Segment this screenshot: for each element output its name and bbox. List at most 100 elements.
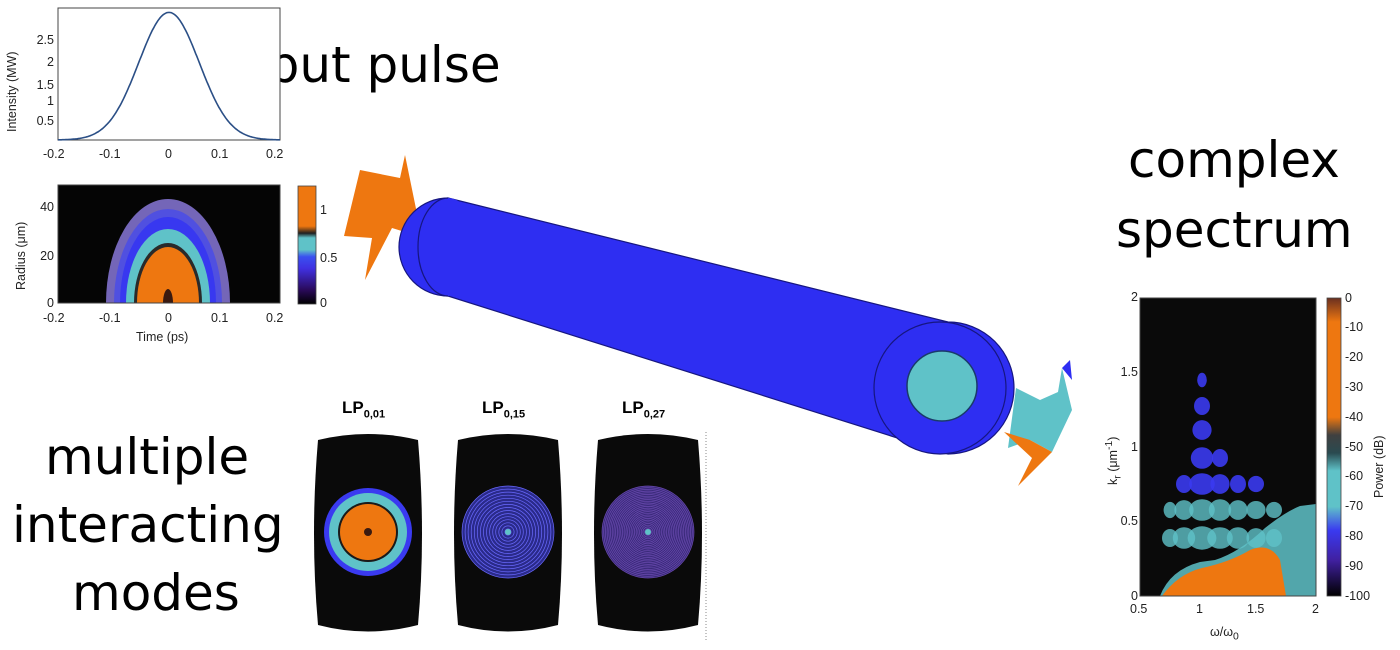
input-arrow xyxy=(344,155,422,280)
mode-ring xyxy=(470,494,546,570)
pulse-xtick: 0.2 xyxy=(266,147,284,161)
spectrum-cbar-tick: -80 xyxy=(1345,529,1364,543)
spectrum-label-line2: spectrum xyxy=(1116,201,1353,259)
spectrum-lobe xyxy=(1208,499,1232,521)
pulse-plot: Intensity (MW) 2.5 2 1.5 1 0.5 -0.2 -0.1… xyxy=(0,0,300,170)
mode-panel-3 xyxy=(594,434,702,632)
mode-ring xyxy=(467,491,549,573)
mode-ring xyxy=(480,504,536,560)
spectrum-lobe xyxy=(1266,501,1282,519)
mode-ring xyxy=(630,514,666,550)
mode-ring xyxy=(632,516,664,548)
spectrum-cbar-tick: -90 xyxy=(1345,559,1364,573)
spectrum-xtick: 1.5 xyxy=(1247,602,1265,616)
modes-label-line2: interacting xyxy=(12,496,284,554)
mode-ring xyxy=(486,510,530,554)
fiber-body xyxy=(398,197,1015,455)
spectrum-lobe xyxy=(1212,449,1228,467)
spectrum-lobe xyxy=(1190,447,1214,469)
mode-ring xyxy=(492,516,524,548)
mode-ring xyxy=(620,504,676,560)
radius-plot: Radius (μm) 40 20 0 -0.2 -0.1 0 0.1 0.2 … xyxy=(0,180,340,350)
radius-cbar-tick: 0 xyxy=(320,296,327,310)
spectrum-cbar-tick: -50 xyxy=(1345,440,1364,454)
spectrum-lobe xyxy=(1197,372,1207,388)
fiber-start-cap xyxy=(418,198,478,296)
mode-title-2: LP0,15 xyxy=(482,398,526,421)
spectrum-lobe xyxy=(1176,475,1192,493)
spectrum-cbar-label: Power (dB) xyxy=(1372,435,1386,498)
radius-xlabel: Time (ps) xyxy=(136,330,189,344)
mode-ring xyxy=(644,528,652,536)
mode-ring xyxy=(625,509,671,555)
mode-ring xyxy=(473,497,543,567)
spectrum-xtick: 0.5 xyxy=(1130,602,1148,616)
output-arrow-orange xyxy=(1004,432,1052,486)
mode-ring xyxy=(605,489,691,575)
pulse-ytick: 0.5 xyxy=(36,114,54,128)
spectrum-lobe xyxy=(1163,501,1177,519)
mode-ring xyxy=(504,528,512,536)
pulse-ytick: 1.5 xyxy=(36,78,54,92)
spectrum-label-line1: complex xyxy=(1128,131,1340,189)
spectrum-lobe xyxy=(1248,475,1264,493)
output-arrow-tip xyxy=(1062,360,1072,380)
spectrum-cbar-tick: -100 xyxy=(1345,589,1371,603)
mode-center-spot xyxy=(505,529,511,535)
pulse-xtick: 0.1 xyxy=(211,147,229,161)
mode-ring xyxy=(603,487,693,577)
mode-center-spot xyxy=(645,529,651,535)
mode-ring xyxy=(611,495,685,569)
spectrum-cbar-tick: -70 xyxy=(1345,499,1364,513)
pulse-xtick: -0.2 xyxy=(43,147,65,161)
output-arrow-cyan xyxy=(1008,368,1072,452)
mode-ring xyxy=(610,494,686,570)
spectrum-lobe xyxy=(1189,499,1215,521)
pulse-xtick: -0.1 xyxy=(99,147,121,161)
spectrum-ytick: 1 xyxy=(1131,440,1138,454)
mode-ring xyxy=(642,526,654,538)
pulse-ytick: 1 xyxy=(47,94,54,108)
mode-ring xyxy=(623,507,673,557)
mode-ring xyxy=(634,518,662,546)
mode-ring xyxy=(622,506,674,558)
mode-ring xyxy=(615,499,681,565)
modes-label-line3: modes xyxy=(72,564,240,622)
mode-panel-2 xyxy=(454,434,562,632)
spectrum-plot: 2 1.5 1 0.5 0 0.5 1 1.5 2 ω/ω0 kr (μm-1)… xyxy=(1090,280,1400,649)
spectrum-lobe xyxy=(1228,500,1248,520)
mode-ring xyxy=(613,497,683,567)
radius-ytick: 20 xyxy=(40,249,54,263)
mode-ring xyxy=(637,521,659,543)
mode-title-1: LP0,01 xyxy=(342,398,386,421)
mode-ring xyxy=(628,512,668,552)
spectrum-lobe xyxy=(1189,473,1215,495)
mode-ring xyxy=(501,525,515,539)
spectrum-ytick: 0.5 xyxy=(1120,514,1138,528)
spectrum-xtick: 2 xyxy=(1312,602,1319,616)
radius-xtick: -0.1 xyxy=(99,311,121,325)
spectrum-lobe xyxy=(1194,397,1210,415)
spectrum-ytick: 1.5 xyxy=(1120,365,1138,379)
spectrum-lobe xyxy=(1246,501,1266,519)
radius-cbar-tick: 0.5 xyxy=(320,251,338,265)
radius-xtick: 0.2 xyxy=(266,311,284,325)
pulse-ytick: 2.5 xyxy=(36,33,54,47)
mode-ring xyxy=(606,490,690,574)
mode-ring xyxy=(495,519,521,545)
mode-ring xyxy=(489,513,527,551)
spectrum-cbar-tick: 0 xyxy=(1345,291,1352,305)
radius-xtick: 0.1 xyxy=(211,311,229,325)
pulse-xtick: 0 xyxy=(165,147,172,161)
spectrum-xtick: 1 xyxy=(1196,602,1203,616)
mode-ring xyxy=(640,524,656,540)
radius-xtick: 0 xyxy=(165,311,172,325)
mode-ring xyxy=(639,523,657,541)
mode-ring xyxy=(483,507,533,557)
radius-ytick: 40 xyxy=(40,200,54,214)
spectrum-cbar-tick: -20 xyxy=(1345,350,1364,364)
spectrum-cbar-tick: -60 xyxy=(1345,469,1364,483)
spectrum-ylabel: kr (μm-1) xyxy=(1104,436,1124,485)
radius-ytick: 0 xyxy=(47,296,54,310)
